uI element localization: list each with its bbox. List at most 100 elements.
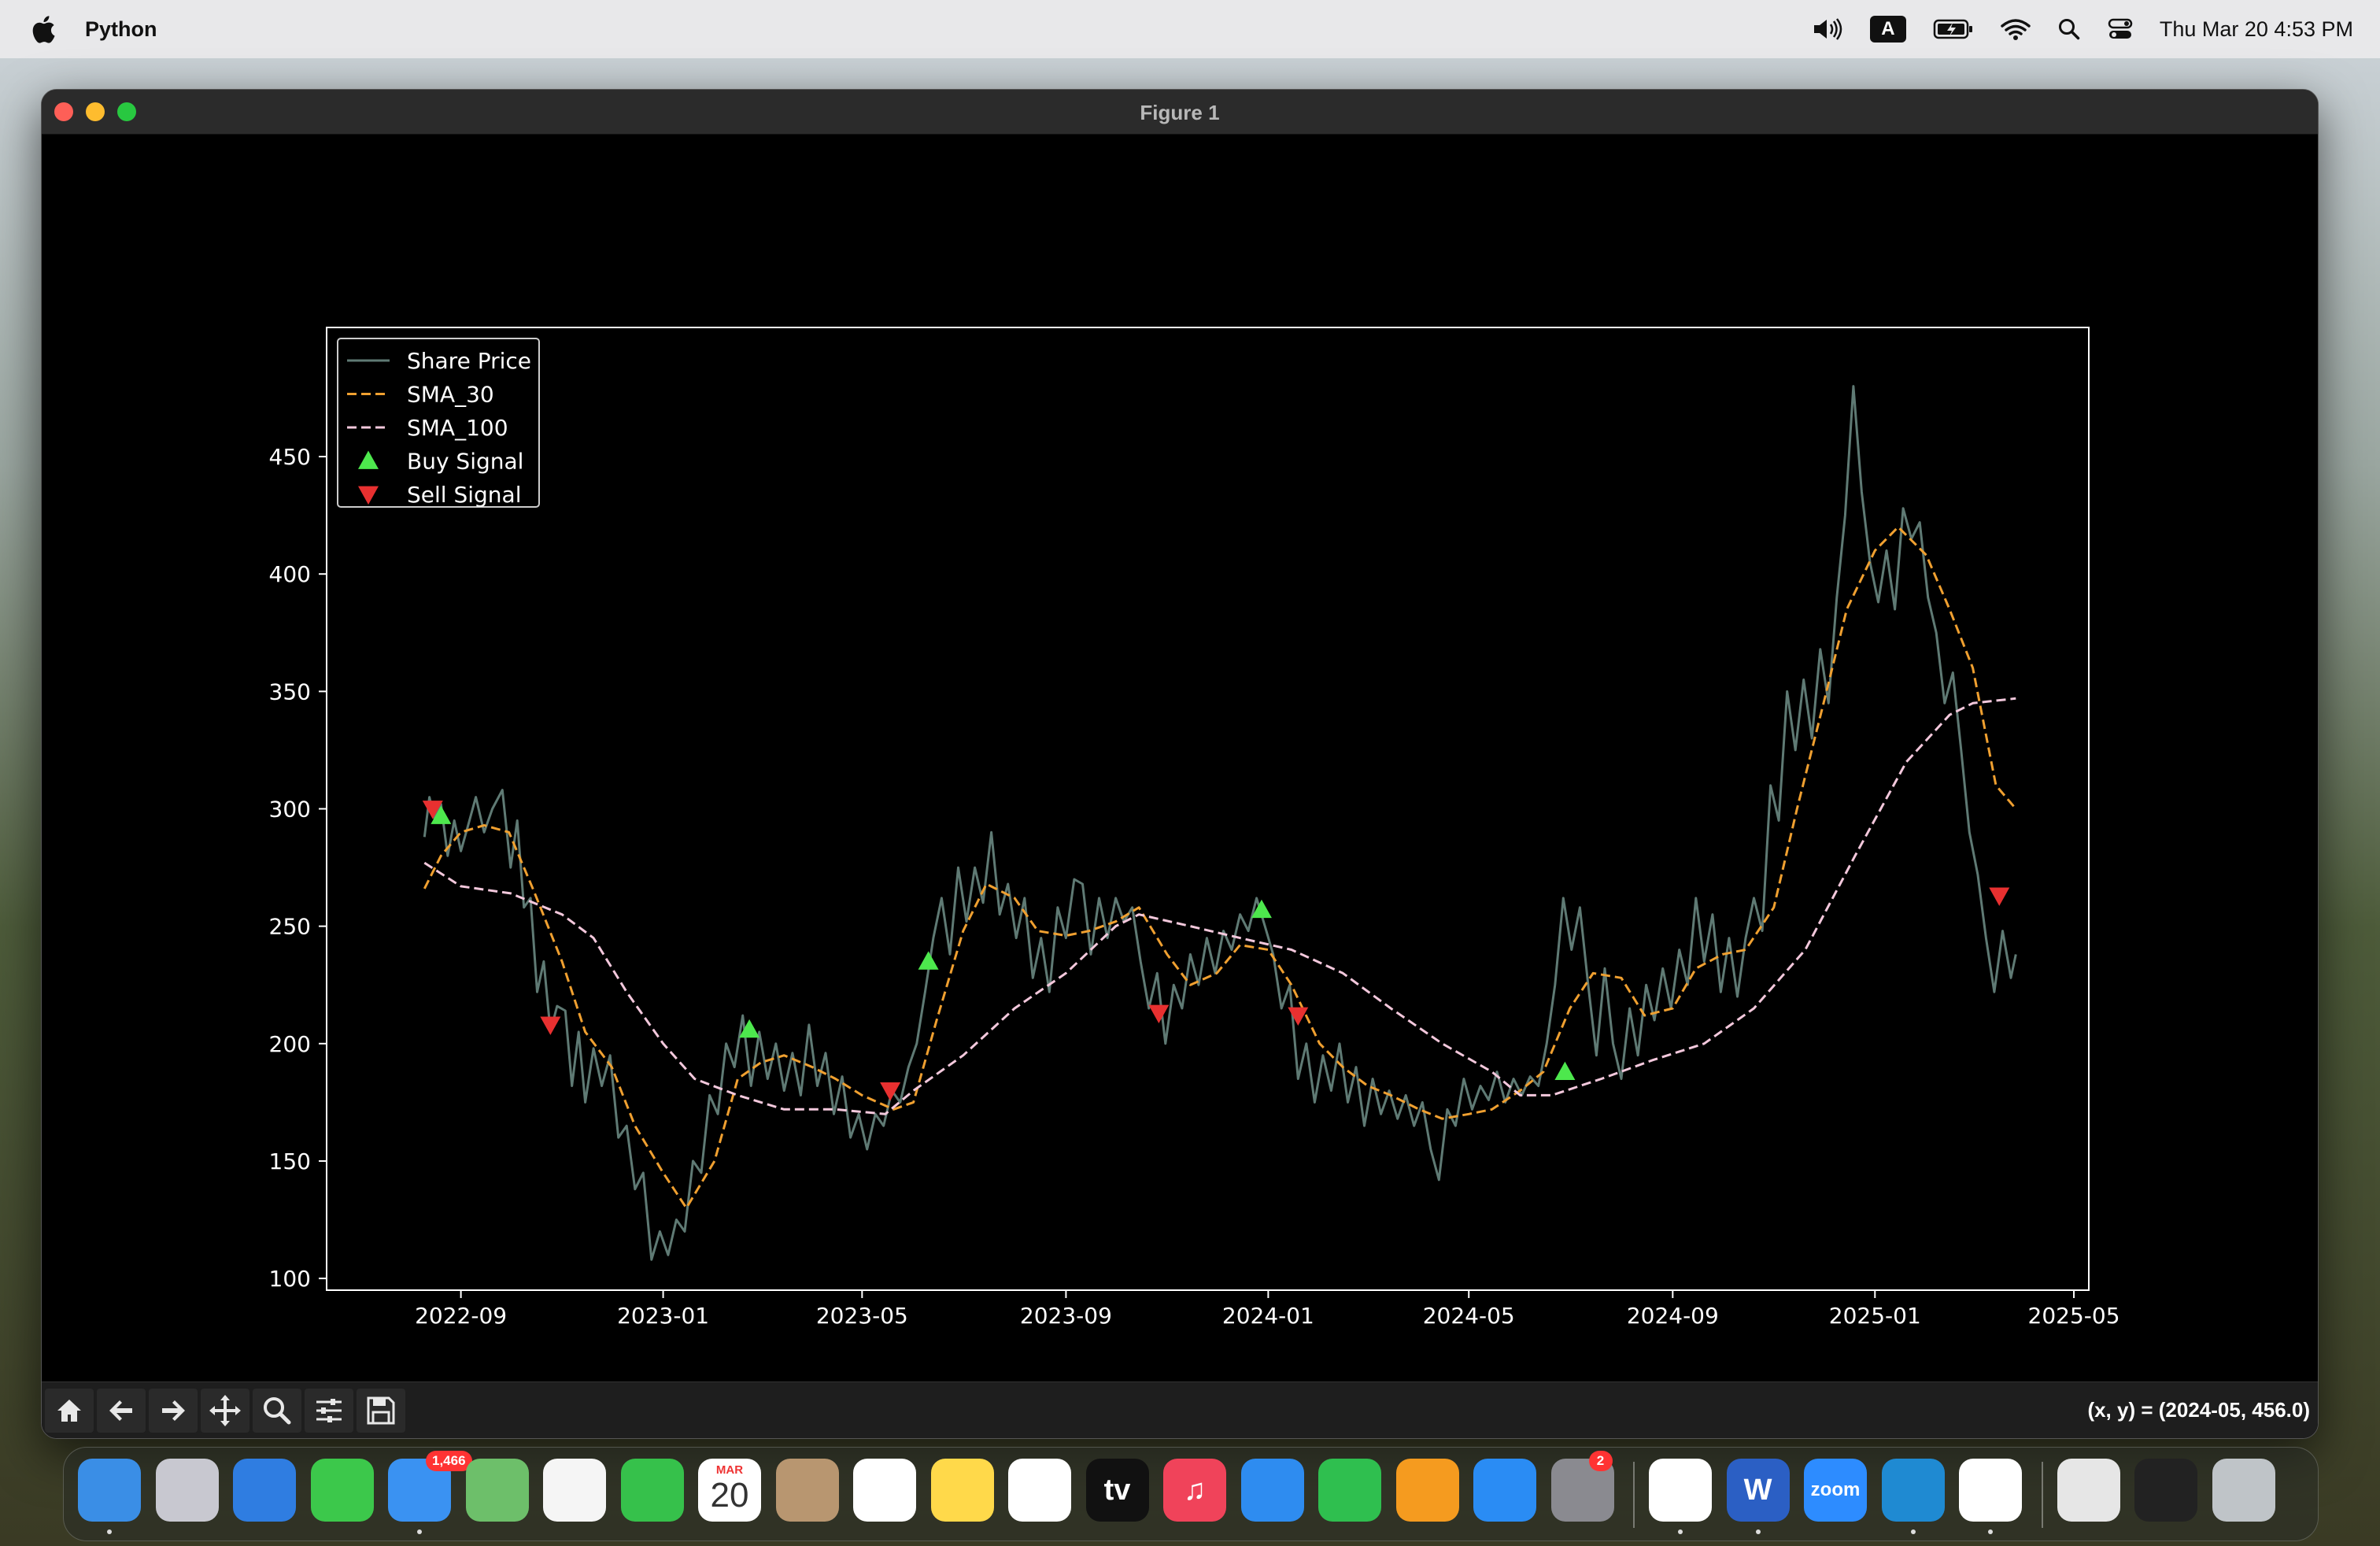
menu-bar: Python A Thu Mar 20 4:53 PM [0,0,2380,58]
control-center-icon[interactable] [2108,17,2133,41]
legend-swatch-sell-signal [358,486,379,505]
calendar-day: 20 [710,1476,749,1515]
running-indicator [1755,1529,1761,1534]
menubar-clock[interactable]: Thu Mar 20 4:53 PM [2159,17,2353,41]
tv-label: tv [1103,1473,1131,1507]
calendar-month: MAR [715,1463,744,1477]
notes-icon[interactable] [930,1459,994,1522]
window-titlebar[interactable]: Figure 1 [42,90,2318,135]
zoom-icon [264,1397,291,1425]
legend-label-sma-30: SMA_30 [407,382,494,408]
documents-stack-icon[interactable] [2057,1459,2120,1522]
contacts-icon[interactable] [775,1459,839,1522]
stock-chart[interactable]: 100 150 200 250 300 350 400 450 2022-09 2023-01 20… [42,135,2318,1381]
figure-window: Figure 1 100 150 200 250 300 350 400 450 2022-09… [41,89,2319,1439]
launchpad-icon[interactable] [155,1459,219,1522]
zoom-button[interactable] [253,1389,301,1433]
messages-icon[interactable] [310,1459,374,1522]
buy-signal-marker [1251,899,1272,919]
tv-icon[interactable]: tv [1085,1459,1149,1522]
minimize-button[interactable] [86,102,105,121]
running-indicator [417,1529,422,1534]
x-tick-label: 2023-05 [816,1303,908,1329]
vscode-icon[interactable] [1881,1459,1945,1522]
home-icon [57,1400,81,1422]
notification-badge: 1,466 [426,1451,472,1471]
music-icon[interactable]: ♫ [1163,1459,1226,1522]
running-indicator [1678,1529,1683,1534]
y-tick-label: 100 [269,1266,311,1292]
legend-label-sma-100: SMA_100 [407,415,508,441]
y-tick-label: 150 [269,1148,311,1174]
sell-signal-marker [1288,1007,1309,1026]
pan-icon [209,1395,241,1426]
dock-separator [1633,1462,1635,1528]
sell-signal-marker [880,1082,901,1101]
legend-label-share-price: Share Price [407,348,531,374]
running-indicator [1988,1529,1993,1534]
forward-icon [162,1400,185,1421]
word-icon[interactable]: W [1726,1459,1790,1522]
configure-subplots-button[interactable] [305,1389,353,1433]
calendar-icon[interactable]: MAR 20 [698,1459,761,1522]
pan-button[interactable] [201,1389,249,1433]
close-button[interactable] [54,102,73,121]
x-tick-label: 2022-09 [415,1303,507,1329]
volume-icon[interactable] [1812,17,1843,41]
battery-icon[interactable] [1933,18,1974,40]
legend-label-sell-signal: Sell Signal [407,482,521,508]
y-tick-label: 200 [269,1031,311,1057]
x-tick-label: 2024-01 [1222,1303,1314,1329]
navigation-toolbar: (x, y) = (2024-05, 456.0) [42,1381,2318,1438]
buy-signal-marker [918,951,939,970]
facetime-icon[interactable] [620,1459,684,1522]
sell-signal-marker [540,1016,561,1035]
x-tick-label: 2024-05 [1423,1303,1515,1329]
python-launcher-icon[interactable] [1959,1459,2022,1522]
chrome-icon[interactable] [1649,1459,1712,1522]
sell-signal-marker [422,801,443,819]
home-button[interactable] [45,1389,94,1433]
y-tick-label: 350 [269,679,311,705]
input-source-icon[interactable]: A [1869,16,1906,43]
numbers-icon[interactable] [1318,1459,1381,1522]
app-store-icon[interactable] [1473,1459,1536,1522]
wifi-icon[interactable] [2001,17,2031,41]
spotlight-icon[interactable] [2057,17,2081,41]
zoom-label: zoom [1810,1479,1861,1500]
app-menu-name[interactable]: Python [85,17,157,41]
fullscreen-button[interactable] [117,102,136,121]
keynote-icon[interactable] [1240,1459,1304,1522]
terminal-window-icon[interactable] [2134,1459,2197,1522]
photos-icon[interactable] [543,1459,606,1522]
zoom-icon[interactable]: zoom [1804,1459,1867,1522]
buy-signal-marker [431,805,452,824]
freeform-icon[interactable] [1008,1459,1071,1522]
pages-icon[interactable] [1395,1459,1459,1522]
back-button[interactable] [97,1389,146,1433]
buy-signal-marker [739,1019,760,1038]
chart-canvas[interactable]: 100 150 200 250 300 350 400 450 2022-09 2023-01 20… [42,135,2318,1381]
safari-icon[interactable] [233,1459,296,1522]
x-tick-label: 2025-05 [2028,1303,2120,1329]
sell-signal-marker [1148,1004,1170,1024]
running-indicator [1910,1529,1916,1534]
configure-subplots-icon [316,1399,342,1422]
save-icon [367,1396,395,1425]
trash-icon[interactable] [2212,1459,2275,1522]
plot-frame [326,327,2090,1291]
finder-icon[interactable] [78,1459,141,1522]
x-tick-label: 2023-09 [1020,1303,1112,1329]
apple-icon[interactable] [30,13,57,45]
maps-icon[interactable] [465,1459,529,1522]
x-tick-label: 2023-01 [617,1303,709,1329]
sell-signal-marker [1989,887,2010,906]
legend-swatch-buy-signal [358,450,379,469]
reminders-icon[interactable] [853,1459,916,1522]
back-icon [109,1400,132,1421]
save-button[interactable] [357,1389,405,1433]
legend-label-buy-signal: Buy Signal [407,449,523,475]
forward-button[interactable] [149,1389,198,1433]
y-tick-label: 300 [269,797,311,823]
